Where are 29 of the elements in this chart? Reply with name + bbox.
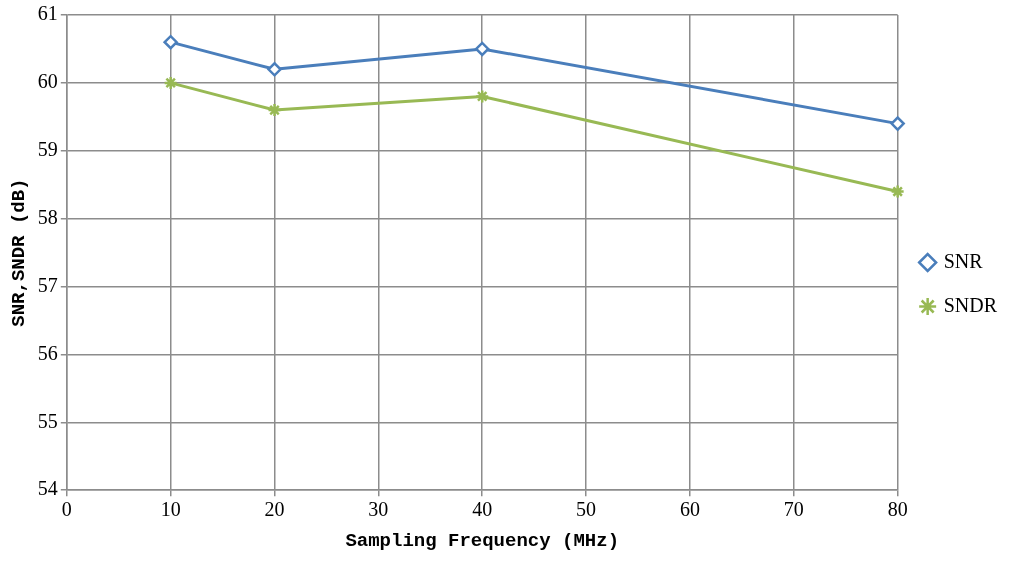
y-tick-label: 56 <box>37 341 58 364</box>
point <box>890 116 905 131</box>
legend-label: SNDR <box>943 293 998 316</box>
x-tick-label: 70 <box>783 498 804 521</box>
x-tick-label: 40 <box>472 498 493 521</box>
x-tick-label: 20 <box>264 498 285 521</box>
x-axis-title: Sampling Frequency (MHz) <box>345 530 620 553</box>
y-tick-label: 57 <box>37 273 58 296</box>
x-tick-label: 10 <box>160 498 181 521</box>
x-tick-label: 50 <box>576 498 597 521</box>
y-tick-label: 55 <box>37 409 58 432</box>
point <box>267 102 282 118</box>
point <box>163 34 178 50</box>
point <box>474 89 490 104</box>
y-tick-label: 54 <box>37 477 58 500</box>
y-tick-label: 60 <box>37 70 58 93</box>
point <box>267 62 282 77</box>
legend-label: SNR <box>943 249 984 272</box>
x-tick-label: 80 <box>887 498 908 521</box>
point <box>474 41 490 57</box>
x-tick-label: 0 <box>61 498 72 521</box>
y-tick-label: 58 <box>37 205 58 228</box>
x-tick-label: 30 <box>368 498 389 521</box>
y-axis-title: SNR,SNDR (dB) <box>8 178 31 327</box>
y-tick-label: 61 <box>37 2 58 25</box>
point <box>890 184 905 199</box>
y-tick-label: 59 <box>37 138 58 161</box>
point <box>163 75 178 91</box>
x-tick-label: 60 <box>679 498 700 521</box>
